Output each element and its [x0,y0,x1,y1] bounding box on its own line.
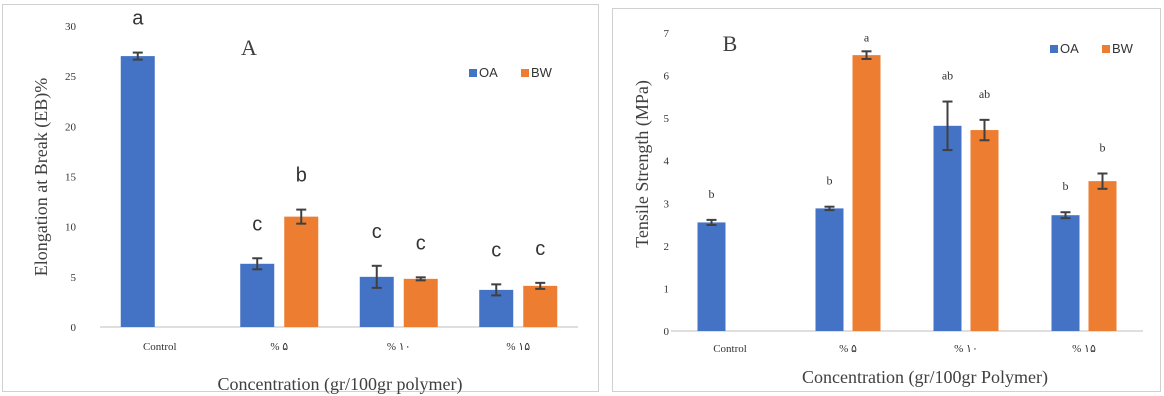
significance-label: c [535,238,545,260]
y-axis-title: Tensile Strength (MPa) [632,80,653,248]
x-tick-label: % ۱۰ [954,343,978,355]
x-tick-label: % ۱۰ [387,341,411,353]
x-tick-label: % ۵ [270,341,288,353]
y-tick-label: 5 [71,272,77,284]
chart-panel-a: 0 5 10 15 20 25 30 Control a % ۵ c b % ۱۰ c c % ۱۵ c c Con… [2,4,599,395]
significance-label: b [296,165,307,187]
significance-label: b [827,174,833,188]
bar-oa [120,56,155,327]
bar-oa [933,125,962,331]
x-axis-title: Concentration (gr/100gr Polymer) [802,367,1048,388]
y-tick-label: 2 [664,241,670,253]
bar-bw [403,278,438,327]
legend-label: OA [1060,41,1079,56]
y-tick-label: 10 [65,222,77,234]
bar-oa [815,208,844,331]
y-tick-label: 7 [664,28,670,40]
y-tick-label: 3 [664,198,670,210]
x-tick-label: Control [143,341,177,353]
significance-label: c [372,221,382,243]
tensile-strength-chart: 0 1 2 3 4 5 6 7 Control b % ۵ b a % ۱۰ ab ab % ۱۵ b b Conce… [632,28,1143,388]
x-axis-title: Concentration (gr/100gr polymer) [218,374,463,395]
significance-label: a [864,30,870,44]
x-tick-label: % ۵ [839,343,857,355]
bar-bw [523,285,558,327]
y-tick-label: 1 [664,283,670,295]
bar-bw [284,216,319,327]
legend-swatch-bw [1102,45,1110,53]
y-tick-label: 20 [65,121,77,133]
legend-swatch-oa [469,69,477,77]
y-tick-label: 4 [664,156,670,168]
significance-label: b [1100,140,1106,154]
panel-letter: A [241,35,257,60]
significance-label: ab [942,69,953,83]
significance-label: a [132,8,144,30]
legend-swatch-oa [1050,45,1058,53]
bar-bw [970,130,999,331]
y-tick-label: 0 [71,322,77,334]
legend-label: BW [1112,41,1134,56]
y-tick-label: 5 [664,113,670,125]
significance-label: ab [979,87,990,101]
x-tick-label: % ۱۵ [506,341,530,353]
significance-label: b [709,187,715,201]
y-tick-label: 6 [664,71,670,83]
significance-label: b [1063,179,1069,193]
legend-swatch-bw [521,69,529,77]
bar-oa [240,263,275,327]
x-tick-label: % ۱۵ [1072,343,1096,355]
bar-bw [1088,181,1117,331]
significance-label: c [252,213,262,235]
significance-label: c [491,239,501,261]
y-tick-label: 0 [664,326,670,338]
elongation-chart: 0 5 10 15 20 25 30 Control a % ۵ c b % ۱۰ c c % ۱۵ c c Con… [31,8,578,395]
bar-oa [1051,215,1080,331]
y-axis-title: Elongation at Break (EB)% [31,78,52,276]
bar-oa [697,222,726,331]
y-tick-label: 25 [65,71,77,83]
bar-bw [852,55,881,331]
chart-panel-b: 0 1 2 3 4 5 6 7 Control b % ۵ b a % ۱۰ ab ab % ۱۵ b b Conce… [612,8,1161,392]
y-tick-label: 30 [65,21,77,33]
x-tick-label: Control [713,343,747,355]
panel-letter: B [723,31,738,56]
legend-label: BW [531,65,553,80]
y-tick-label: 15 [65,172,77,184]
legend-label: OA [479,65,498,80]
significance-label: c [416,232,426,254]
